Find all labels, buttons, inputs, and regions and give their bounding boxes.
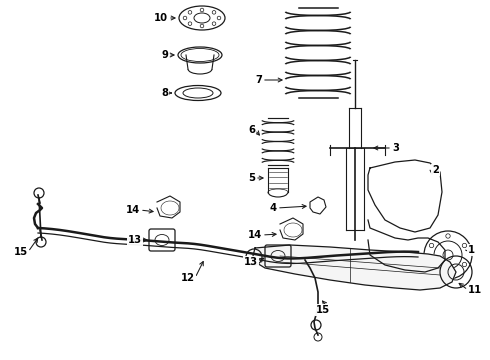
Text: 14: 14 bbox=[126, 205, 140, 215]
Text: 8: 8 bbox=[161, 88, 168, 98]
Text: 9: 9 bbox=[161, 50, 168, 60]
Text: 7: 7 bbox=[255, 75, 262, 85]
Text: 5: 5 bbox=[248, 173, 255, 183]
Polygon shape bbox=[252, 245, 456, 290]
Text: 6: 6 bbox=[248, 125, 255, 135]
Text: 11: 11 bbox=[468, 285, 482, 295]
Text: 1: 1 bbox=[468, 245, 475, 255]
Text: 14: 14 bbox=[248, 230, 262, 240]
Text: 15: 15 bbox=[14, 247, 28, 257]
Text: 3: 3 bbox=[392, 143, 399, 153]
Text: 4: 4 bbox=[270, 203, 277, 213]
Text: 15: 15 bbox=[316, 305, 330, 315]
Text: 10: 10 bbox=[154, 13, 168, 23]
Text: 12: 12 bbox=[181, 273, 195, 283]
Text: 13: 13 bbox=[244, 257, 258, 267]
Text: 2: 2 bbox=[432, 165, 439, 175]
Text: 13: 13 bbox=[128, 235, 142, 245]
